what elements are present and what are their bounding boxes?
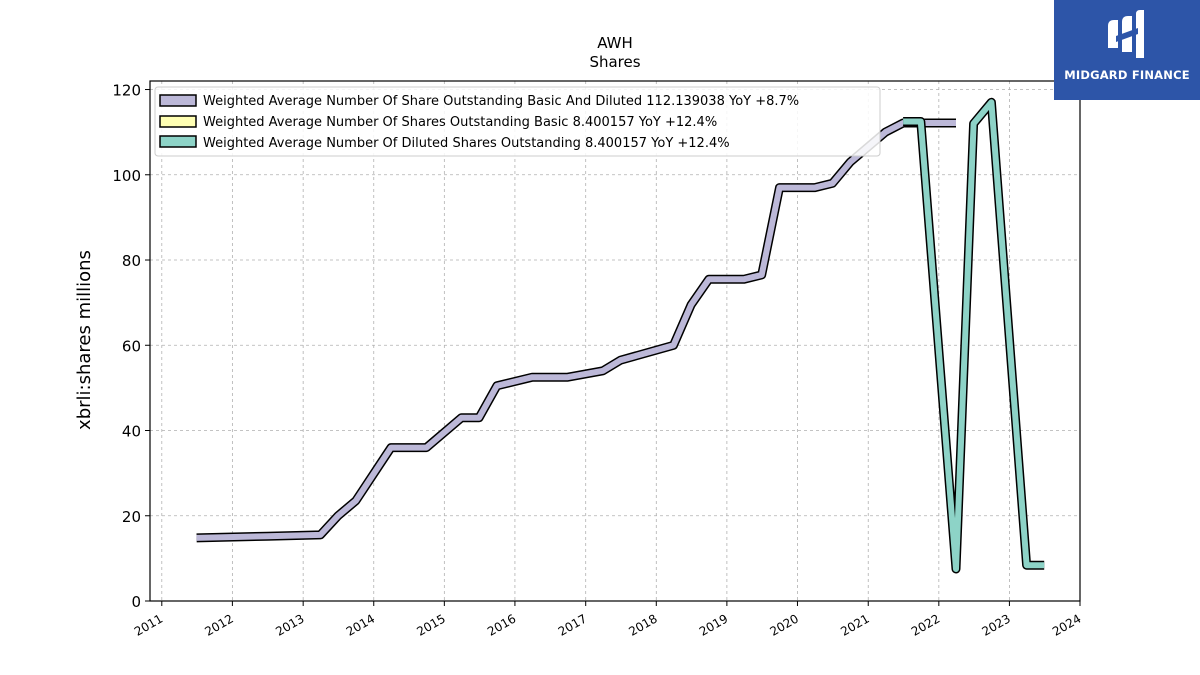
plot-frame [149, 80, 1081, 602]
data-point [566, 375, 570, 379]
data-point [759, 273, 763, 277]
data-point [1024, 563, 1028, 567]
legend: Weighted Average Number Of Share Outstan… [154, 86, 881, 157]
data-point [954, 567, 958, 571]
y-tick-label: 40 [122, 423, 141, 441]
legend-label-diluted: Weighted Average Number Of Diluted Share… [203, 136, 730, 151]
x-tick-label: 2021 [838, 611, 871, 638]
data-point [742, 277, 746, 281]
legend-box [154, 86, 881, 157]
x-tick-label: 2016 [485, 611, 518, 638]
y-tick-label: 120 [112, 82, 141, 100]
data-point [336, 514, 340, 518]
series-layer [194, 97, 1046, 574]
data-point [919, 119, 923, 123]
data-point [830, 181, 834, 185]
data-point [989, 100, 993, 104]
legend-label-basic: Weighted Average Number Of Shares Outsta… [203, 115, 717, 130]
data-point [707, 277, 711, 281]
y-axis: 0 20 40 60 80 100 120 [112, 82, 150, 611]
data-point [971, 121, 975, 125]
y-tick-label: 0 [131, 593, 141, 611]
x-tick-label: 2017 [556, 611, 589, 638]
data-point [689, 303, 693, 307]
data-point [389, 445, 393, 449]
data-point [901, 119, 905, 123]
data-point [354, 499, 358, 503]
x-tick-label: 2013 [273, 611, 306, 638]
x-tick-label: 2018 [626, 611, 659, 638]
series-line-2 [903, 99, 1045, 572]
series-line-0 [196, 120, 956, 541]
data-point [477, 416, 481, 420]
data-point [459, 416, 463, 420]
x-axis: 2011 2012 2013 2014 2015 2016 2017 2018 2019 2020… [132, 601, 1084, 639]
x-tick-label: 2020 [768, 611, 801, 638]
legend-label-basic-and-diluted: Weighted Average Number Of Share Outstan… [203, 94, 799, 109]
chart-subtitle: Shares [589, 53, 640, 71]
series-line-outline-0 [196, 118, 956, 543]
y-tick-label: 20 [122, 508, 141, 526]
midgard-finance-logo: MIDGARD FINANCE [1054, 0, 1200, 100]
data-point [530, 375, 534, 379]
data-point [618, 358, 622, 362]
legend-swatch-basic [159, 115, 197, 128]
data-point [424, 445, 428, 449]
x-tick-label: 2022 [909, 611, 942, 638]
data-point [194, 536, 198, 540]
data-point [1042, 563, 1046, 567]
y-axis-label: xbrli:shares millions [74, 250, 95, 430]
data-point [601, 369, 605, 373]
x-tick-label: 2024 [1050, 611, 1083, 638]
data-point [848, 160, 852, 164]
data-point [265, 534, 269, 538]
chart-title: AWH [597, 34, 633, 52]
y-tick-label: 100 [112, 167, 141, 185]
data-point [495, 384, 499, 388]
midgard-logo-mark-icon [1108, 10, 1144, 58]
data-point [954, 121, 958, 125]
data-point [671, 343, 675, 347]
x-tick-label: 2019 [697, 611, 730, 638]
x-tick-label: 2012 [202, 611, 235, 638]
data-point [777, 185, 781, 189]
grid-lines [150, 81, 1081, 602]
logo-text: MIDGARD FINANCE [1064, 68, 1190, 82]
y-tick-label: 60 [122, 337, 141, 355]
x-tick-label: 2014 [344, 611, 377, 638]
x-tick-label: 2015 [414, 611, 447, 638]
x-tick-label: 2023 [979, 611, 1012, 638]
x-tick-label: 2011 [132, 611, 165, 638]
data-point [318, 533, 322, 537]
legend-swatch-diluted [159, 135, 197, 148]
y-tick-label: 80 [122, 252, 141, 270]
data-point [813, 185, 817, 189]
data-point [883, 130, 887, 134]
legend-swatch-basic-and-diluted [159, 94, 197, 107]
